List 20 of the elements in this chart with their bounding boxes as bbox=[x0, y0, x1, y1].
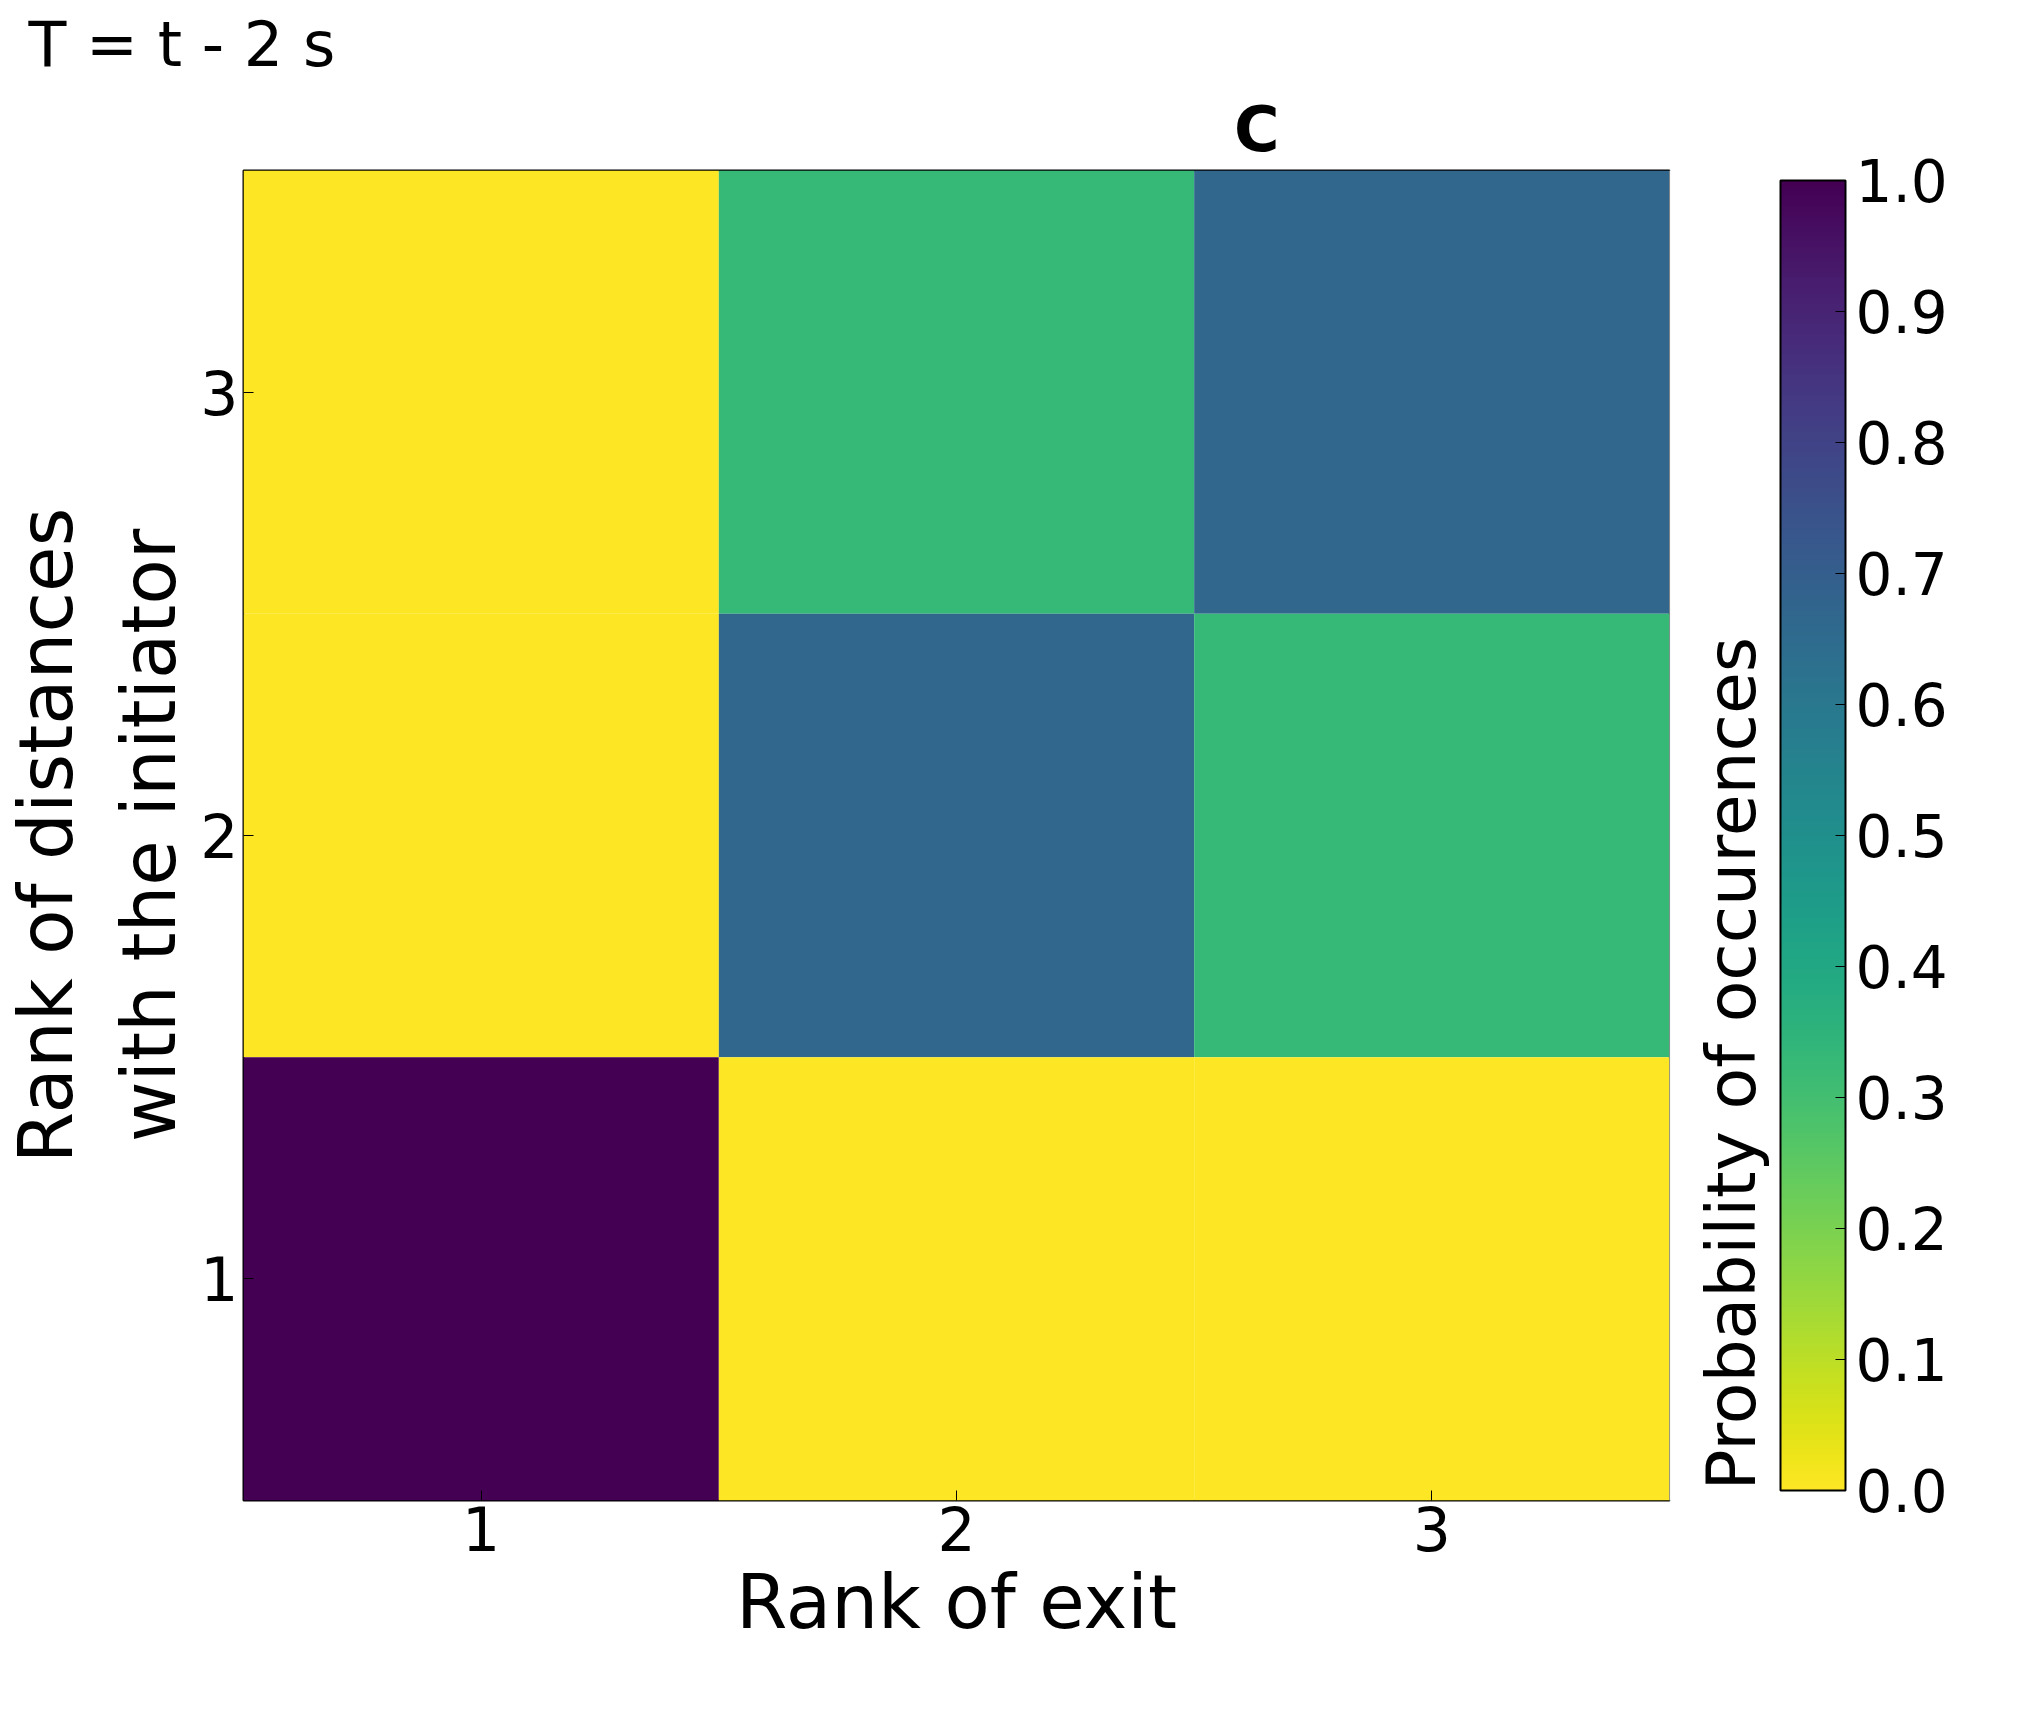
color-bar-label: 0.0 bbox=[1855, 1458, 1948, 1526]
color-bar-label: 1.0 bbox=[1855, 148, 1948, 216]
color-bar-label: 0.4 bbox=[1855, 934, 1948, 1002]
color-bar-label: 0.6 bbox=[1855, 672, 1948, 740]
color-bar-label: 0.7 bbox=[1855, 541, 1948, 609]
y-tick-label: 1 bbox=[200, 1245, 239, 1316]
color-bar-label: 0.2 bbox=[1855, 1196, 1948, 1264]
color-bar-label: 0.1 bbox=[1855, 1327, 1948, 1395]
chart-title: T = t - 2 s bbox=[27, 7, 336, 81]
x-tick-label: 3 bbox=[1412, 1494, 1451, 1565]
y-tick-label: 3 bbox=[200, 358, 239, 429]
color-bar-label: 0.8 bbox=[1855, 410, 1948, 478]
color-bar-title: Probability of occurences bbox=[1691, 636, 1771, 1491]
color-bar-label: 0.5 bbox=[1855, 803, 1948, 871]
y-tick-label: 2 bbox=[200, 802, 239, 872]
x-tick-label: 1 bbox=[462, 1494, 501, 1565]
text: C bbox=[1234, 92, 1280, 166]
color-bar-label: 0.3 bbox=[1855, 1065, 1948, 1133]
color-bar-label: 0.9 bbox=[1855, 279, 1948, 347]
y-axis-title: Rank of distances with the initiator bbox=[3, 507, 193, 1164]
